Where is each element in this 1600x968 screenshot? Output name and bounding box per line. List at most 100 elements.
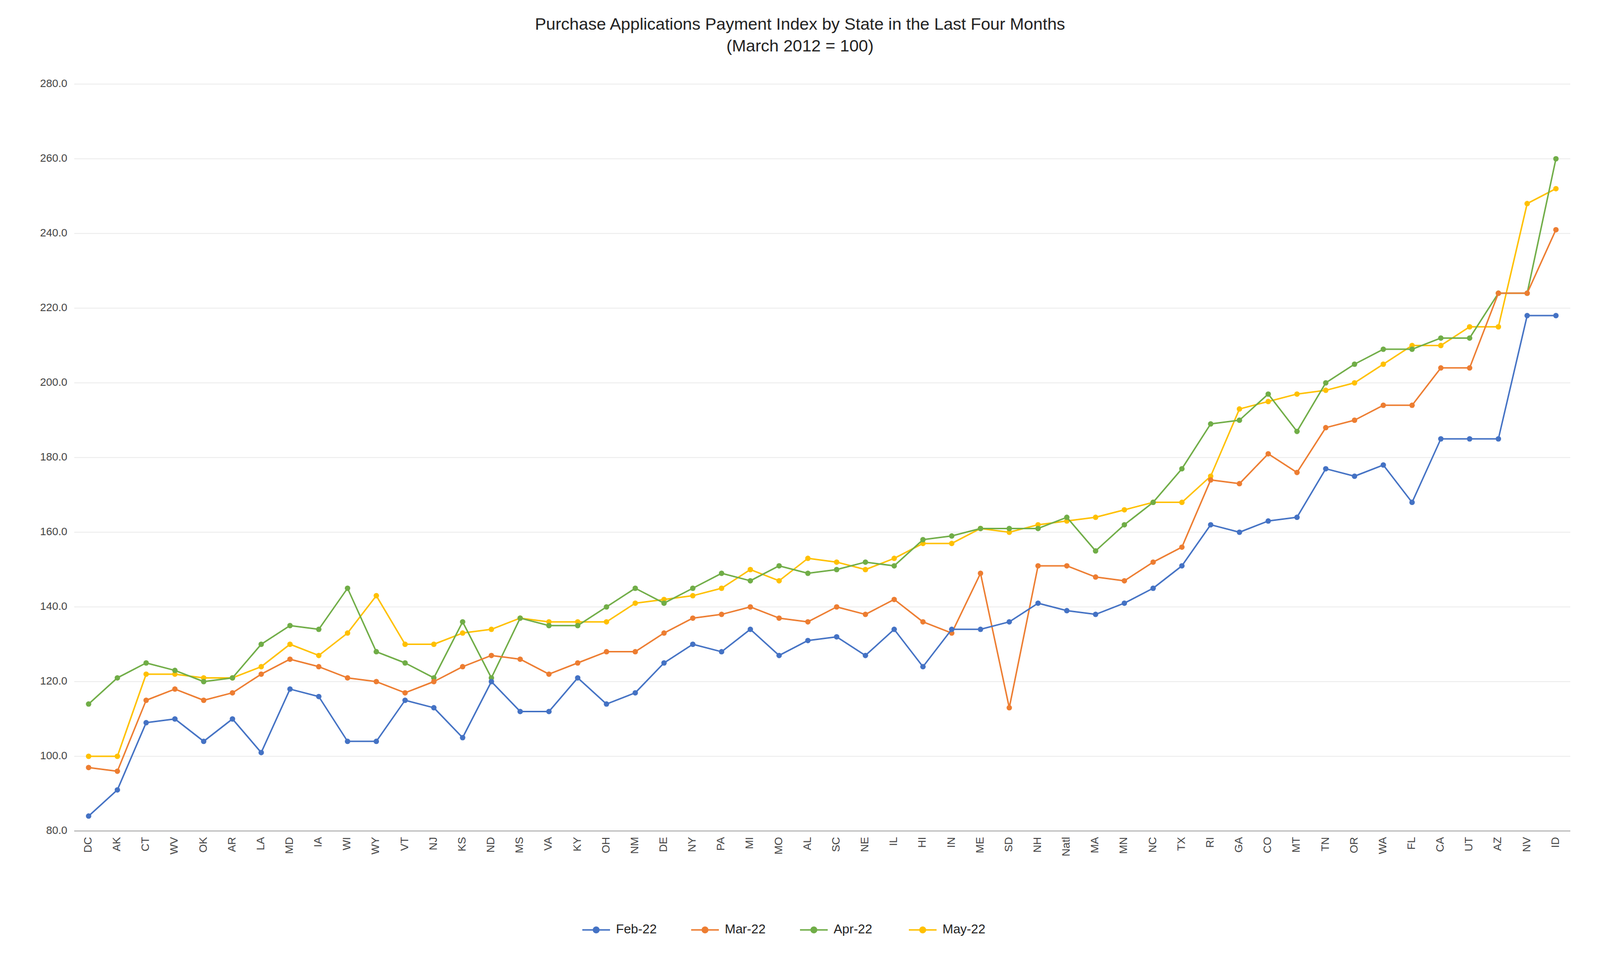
x-tick-label: IA [311, 837, 325, 848]
point [747, 604, 753, 611]
point [229, 675, 236, 681]
series [86, 156, 1559, 707]
y-tick-label: 180.0 [40, 450, 68, 464]
point [316, 653, 322, 659]
point [574, 622, 581, 629]
x-tick-label: ID [1549, 837, 1562, 848]
point [1438, 365, 1444, 371]
legend-marker [592, 926, 600, 934]
x-tick-label: RI [1203, 837, 1217, 848]
point [430, 679, 437, 685]
point [546, 708, 552, 715]
point [948, 626, 955, 633]
x-tick-label: SC [829, 837, 843, 853]
point [632, 649, 639, 655]
point [1006, 619, 1013, 625]
point [200, 679, 207, 685]
point [1380, 346, 1387, 353]
x-tick-label: NV [1520, 837, 1533, 853]
point [1351, 473, 1358, 479]
point [1524, 200, 1530, 207]
point [603, 619, 610, 625]
point [258, 671, 265, 677]
legend: Feb-22Mar-22Apr-22May-22 [582, 921, 986, 937]
point [1178, 563, 1185, 569]
point [114, 675, 121, 681]
point [1495, 290, 1502, 296]
x-tick-label: NC [1146, 837, 1159, 853]
point [690, 641, 696, 648]
point [488, 626, 495, 633]
y-tick-label: 120.0 [40, 674, 68, 688]
point [1150, 499, 1156, 506]
x-tick-label: UT [1462, 837, 1475, 852]
point [517, 656, 523, 662]
point [1208, 421, 1214, 427]
point [460, 663, 466, 670]
x-tick-label: HI [915, 837, 929, 848]
point [517, 615, 523, 621]
point [891, 596, 897, 603]
point [1380, 402, 1387, 409]
legend-label: Mar-22 [724, 921, 766, 937]
legend-label: Apr-22 [833, 921, 873, 937]
x-tick-label: WV [167, 837, 181, 855]
point [287, 656, 293, 662]
grid-line [74, 830, 1571, 832]
point [1524, 290, 1530, 296]
point [920, 663, 926, 670]
point [632, 690, 639, 696]
point [862, 653, 869, 659]
point [718, 570, 725, 577]
point [1006, 705, 1013, 711]
series-line [88, 188, 1556, 757]
x-tick-label: DE [657, 837, 670, 853]
point [344, 675, 351, 681]
series-line [88, 229, 1556, 772]
point [229, 716, 236, 722]
point [1351, 380, 1358, 386]
grid-line [74, 531, 1571, 533]
point [776, 653, 782, 659]
x-tick-label: PA [714, 837, 727, 851]
y-tick-label: 80.0 [46, 824, 68, 837]
point [1121, 521, 1128, 528]
point [114, 768, 121, 775]
x-tick-label: OR [1347, 837, 1361, 854]
point [1552, 227, 1559, 233]
series [86, 313, 1559, 820]
point [1495, 436, 1502, 442]
point [258, 750, 265, 756]
point [690, 585, 696, 592]
point [1552, 313, 1559, 319]
x-tick-label: ND [484, 837, 497, 853]
point [86, 764, 92, 771]
point [1035, 600, 1041, 607]
point [891, 626, 897, 633]
point [172, 716, 178, 722]
point [1236, 417, 1243, 424]
point [1322, 424, 1329, 431]
x-tick-label: CT [139, 837, 152, 852]
point [804, 555, 811, 562]
chart: Purchase Applications Payment Index by S… [0, 0, 1600, 968]
point [200, 738, 207, 745]
point [920, 537, 926, 543]
x-tick-label: VA [541, 837, 555, 851]
point [114, 787, 121, 793]
point [776, 578, 782, 584]
y-tick-label: 240.0 [40, 226, 68, 239]
point [977, 626, 984, 633]
x-tick-label: WI [340, 837, 353, 851]
point [1524, 290, 1530, 296]
point [574, 675, 581, 681]
point [1438, 335, 1444, 341]
x-tick-label: LA [254, 837, 267, 851]
x-tick-label: OH [599, 837, 612, 854]
point [344, 630, 351, 636]
point [1294, 428, 1300, 435]
point [1409, 402, 1415, 409]
series [86, 227, 1559, 775]
point [948, 533, 955, 539]
x-tick-label: SD [1002, 837, 1015, 853]
